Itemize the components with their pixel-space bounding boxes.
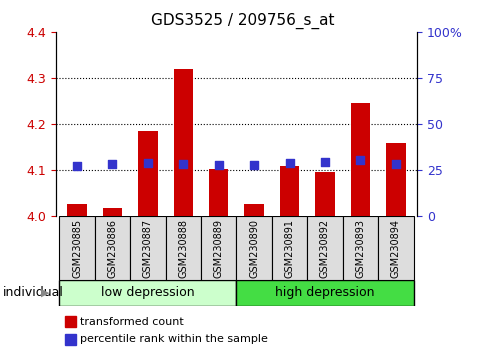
Point — [108, 161, 116, 167]
Point — [144, 160, 151, 166]
Text: GSM230886: GSM230886 — [107, 219, 117, 278]
Point — [73, 164, 81, 169]
Bar — [307, 216, 342, 280]
Bar — [378, 216, 413, 280]
Text: transformed count: transformed count — [80, 317, 183, 327]
Text: GSM230894: GSM230894 — [390, 219, 400, 278]
Bar — [350, 103, 369, 216]
Text: high depression: high depression — [275, 286, 374, 299]
Text: GSM230888: GSM230888 — [178, 219, 188, 278]
Text: GSM230889: GSM230889 — [213, 219, 223, 278]
Bar — [138, 131, 157, 216]
Bar — [165, 216, 200, 280]
Text: individual: individual — [2, 286, 63, 299]
Bar — [244, 204, 263, 216]
Text: GDS3525 / 209756_s_at: GDS3525 / 209756_s_at — [151, 12, 333, 29]
Point — [250, 162, 257, 168]
Text: GSM230891: GSM230891 — [284, 219, 294, 278]
Bar — [173, 69, 193, 216]
Bar — [200, 216, 236, 280]
Bar — [59, 216, 94, 280]
Text: percentile rank within the sample: percentile rank within the sample — [80, 335, 267, 344]
Bar — [279, 166, 299, 216]
Bar — [209, 169, 228, 216]
Bar — [59, 280, 236, 306]
Bar — [315, 172, 334, 216]
Bar — [236, 280, 413, 306]
Point — [179, 161, 187, 167]
Bar — [236, 216, 272, 280]
Bar — [385, 143, 405, 216]
Bar — [342, 216, 378, 280]
Bar — [130, 216, 165, 280]
Point — [320, 159, 328, 165]
Text: GSM230885: GSM230885 — [72, 219, 82, 278]
Bar — [103, 208, 122, 216]
Text: GSM230890: GSM230890 — [249, 219, 258, 278]
Point — [285, 160, 293, 166]
Text: low depression: low depression — [101, 286, 194, 299]
Text: GSM230892: GSM230892 — [319, 219, 329, 278]
Bar — [94, 216, 130, 280]
Point — [391, 161, 399, 167]
Bar — [67, 204, 87, 216]
Text: GSM230887: GSM230887 — [143, 219, 152, 278]
Text: GSM230893: GSM230893 — [355, 219, 364, 278]
Text: ▶: ▶ — [41, 288, 49, 298]
Point — [356, 157, 363, 162]
Point — [214, 162, 222, 168]
Bar — [272, 216, 307, 280]
